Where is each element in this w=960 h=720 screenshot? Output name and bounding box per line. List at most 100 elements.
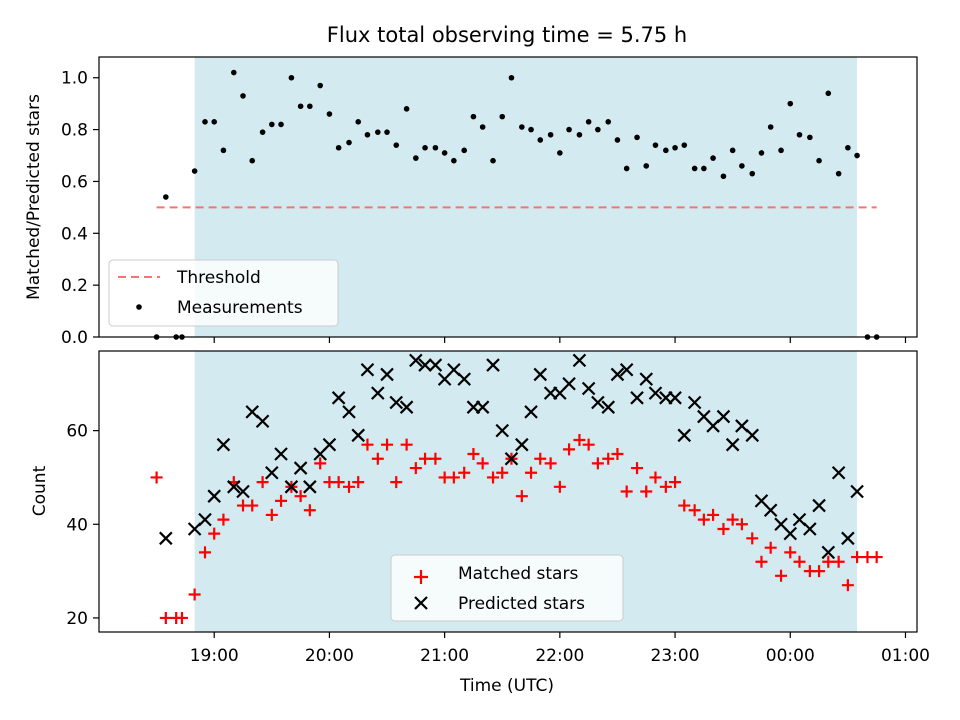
matched-star-point (458, 466, 471, 479)
measurement-point (364, 131, 371, 138)
predicted-star-point (687, 395, 702, 410)
measurement-point (691, 165, 698, 172)
x-tick-label: 23:00 (651, 646, 700, 666)
matched-star-point (573, 433, 586, 446)
top-panel: 0.0 0.2 0.4 0.6 0.8 1.0 Matched/Predicted sta… (24, 56, 918, 348)
legend-matched-label: Matched stars (458, 564, 578, 584)
predicted-star-point (418, 358, 432, 372)
measurement-point (211, 119, 218, 125)
predicted-star-point (207, 489, 221, 503)
measurement-point (441, 150, 448, 156)
predicted-star-point (610, 367, 625, 382)
measurement-point (528, 126, 534, 133)
matched-star-point (669, 476, 682, 489)
predicted-star-point (331, 391, 346, 405)
matched-star-point (390, 476, 403, 489)
measurement-point (355, 119, 362, 125)
x-tick-label: 20:00 (305, 646, 354, 666)
bottom-legend[interactable]: Matched stars Predicted stars (390, 554, 624, 622)
predicted-star-point (821, 545, 836, 560)
measurement-point (758, 150, 765, 156)
x-tick-label: 01:00 (881, 646, 930, 666)
matched-star-point (707, 508, 720, 521)
predicted-star-point (812, 498, 826, 513)
measurement-point (672, 144, 678, 151)
matched-star-point (352, 476, 365, 489)
measurement-point (825, 90, 832, 97)
matched-star-point (611, 448, 624, 461)
predicted-star-point (303, 480, 317, 494)
predicted-star-point (236, 484, 250, 499)
predicted-star-point (581, 381, 596, 396)
bottom-y-axis-label: Count (30, 465, 50, 516)
measurement-point (643, 163, 650, 169)
measurement-point (787, 100, 794, 107)
measurement-point (479, 124, 486, 130)
matched-star-point (159, 611, 172, 624)
measurement-point (499, 113, 506, 120)
matched-star-point (496, 466, 509, 479)
measurement-point (605, 119, 612, 125)
measurement-point (585, 119, 592, 125)
matched-star-point (381, 438, 394, 451)
measurement-point (816, 157, 822, 164)
measurement-point (297, 103, 304, 110)
measurement-point (557, 150, 563, 156)
measurement-point (623, 165, 630, 172)
predicted-star-point (351, 428, 366, 443)
top-x-ticks (213, 337, 907, 343)
matched-star-point (688, 504, 701, 517)
measurement-point (835, 170, 842, 177)
measurement-point (547, 131, 554, 138)
matched-star-point (294, 490, 307, 503)
measurement-point (614, 137, 621, 143)
legend-measurements-label: Measurements (177, 298, 303, 318)
measurement-point (413, 155, 419, 161)
predicted-star-point (803, 522, 817, 536)
predicted-star-point (591, 395, 605, 410)
y-tick-label: 0.8 (61, 121, 88, 141)
predicted-star-point (371, 386, 385, 400)
predicted-star-point (409, 353, 423, 368)
predicted-star-point (725, 437, 740, 452)
predicted-star-point (428, 358, 443, 372)
matched-star-point (208, 527, 221, 540)
measurement-point (317, 82, 324, 89)
measurement-point (652, 142, 659, 148)
matched-star-point (697, 513, 710, 526)
measurement-point (384, 129, 390, 135)
matched-star-point (275, 494, 288, 507)
measurement-point (230, 69, 237, 76)
matched-star-point (746, 532, 759, 545)
matched-star-point (793, 555, 806, 568)
x-tick-label: 00:00 (766, 646, 815, 666)
predicted-star-point (380, 367, 394, 382)
measurement-point (259, 129, 266, 135)
legend-threshold-label: Threshold (176, 268, 261, 288)
matched-star-point (246, 499, 259, 512)
matched-star-point (582, 438, 595, 451)
matched-star-point (640, 485, 653, 498)
y-tick-label: 0.2 (61, 276, 88, 296)
x-tick-label: 21:00 (420, 646, 469, 666)
matched-star-point (314, 457, 327, 470)
measurement-point (451, 157, 457, 164)
legend-measurements-swatch (136, 304, 142, 310)
matched-star-point (631, 462, 644, 475)
measurement-point (249, 157, 256, 164)
matched-star-point (198, 546, 211, 559)
top-legend[interactable]: Threshold Measurements (108, 259, 339, 327)
predicted-star-point (562, 377, 576, 391)
matched-star-point (735, 518, 748, 531)
measurement-point (202, 119, 208, 125)
measurement-point (845, 144, 851, 151)
bottom-panel: 20 40 60 19:00 20:00 21:00 22:00 23:00 00:00 01:… (30, 350, 930, 696)
bottom-x-axis: 19:00 20:00 21:00 22:00 23:00 00:00 01:00 (190, 632, 930, 666)
predicted-star-point (745, 428, 760, 443)
measurement-point (710, 155, 716, 161)
predicted-star-point (601, 400, 616, 414)
measurement-point (595, 126, 601, 133)
measurement-point (681, 142, 688, 148)
predicted-star-point (504, 451, 519, 466)
